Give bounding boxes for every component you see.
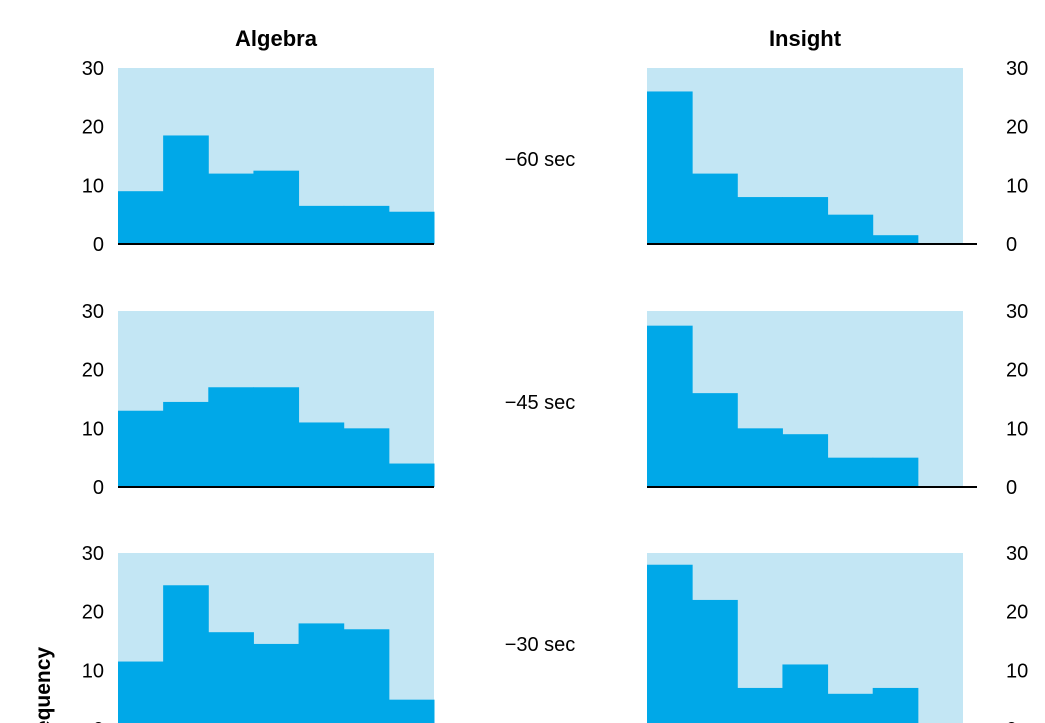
panel-insight-0: 0 10 20 30	[647, 58, 1028, 256]
bar	[827, 457, 874, 487]
y-tick-label: 30	[82, 58, 104, 80]
row-label-2: −30 sec	[505, 634, 576, 656]
bar	[388, 463, 435, 487]
column-title-insight: Insight	[769, 26, 842, 51]
bar	[343, 428, 390, 487]
bar	[208, 173, 254, 244]
bar	[253, 170, 300, 244]
y-tick-label: 30	[82, 301, 104, 323]
bar	[208, 387, 254, 487]
bar	[343, 205, 390, 244]
bar	[647, 564, 693, 723]
bar	[118, 661, 164, 723]
bar	[692, 393, 738, 487]
bar	[298, 422, 345, 487]
y-tick-label: 10	[82, 175, 104, 197]
bar	[692, 599, 738, 723]
bar	[163, 585, 209, 723]
bar	[208, 632, 254, 723]
y-tick-label: 30	[1006, 543, 1028, 565]
bar	[872, 457, 919, 487]
bar	[737, 428, 783, 487]
bar	[253, 643, 300, 723]
panel-insight-1: 0 10 20 30	[647, 301, 1028, 499]
bar	[872, 235, 919, 244]
y-tick-label: 10	[82, 418, 104, 440]
bar	[647, 325, 693, 487]
bar	[827, 693, 874, 723]
bar	[782, 197, 829, 244]
y-tick-label: 0	[93, 477, 104, 499]
bar	[388, 211, 435, 244]
row-label-1: −45 sec	[505, 392, 576, 414]
bar	[163, 135, 209, 244]
bar	[737, 197, 783, 244]
bar	[827, 214, 874, 244]
bar	[298, 623, 345, 723]
bar	[343, 629, 390, 723]
bar	[298, 205, 345, 244]
bar	[782, 434, 829, 487]
bar	[388, 699, 435, 723]
y-tick-label: 10	[82, 660, 104, 682]
panel-algebra-2: 0 10 20 30	[82, 543, 435, 723]
bar	[737, 687, 783, 723]
bar	[692, 173, 738, 244]
bar	[872, 687, 919, 723]
y-tick-label: 20	[82, 602, 104, 624]
y-tick-label: 10	[1006, 660, 1028, 682]
bar	[253, 387, 300, 487]
y-tick-label: 0	[93, 234, 104, 256]
y-tick-label: 0	[1006, 234, 1017, 256]
bar	[647, 91, 693, 244]
y-tick-label: 20	[82, 360, 104, 382]
y-tick-label: 0	[1006, 719, 1017, 723]
y-tick-label: 30	[82, 543, 104, 565]
bar	[118, 191, 164, 244]
y-tick-label: 0	[1006, 477, 1017, 499]
bar	[163, 401, 209, 487]
y-tick-label: 10	[1006, 175, 1028, 197]
panel-algebra-0: 0 10 20 30	[82, 58, 435, 256]
y-tick-label: 10	[1006, 418, 1028, 440]
y-tick-label: 0	[93, 719, 104, 723]
y-axis-label: Frequency	[32, 647, 55, 723]
column-title-algebra: Algebra	[235, 26, 318, 51]
y-tick-label: 30	[1006, 301, 1028, 323]
y-tick-label: 20	[82, 117, 104, 139]
bar	[118, 410, 164, 487]
panel-insight-2: 0 10 20 30	[647, 543, 1028, 723]
y-tick-label: 30	[1006, 58, 1028, 80]
y-tick-label: 20	[1006, 602, 1028, 624]
bar	[782, 664, 829, 723]
y-tick-label: 20	[1006, 360, 1028, 382]
y-tick-label: 20	[1006, 117, 1028, 139]
row-label-0: −60 sec	[505, 149, 576, 171]
panel-algebra-1: 0 10 20 30	[82, 301, 435, 499]
